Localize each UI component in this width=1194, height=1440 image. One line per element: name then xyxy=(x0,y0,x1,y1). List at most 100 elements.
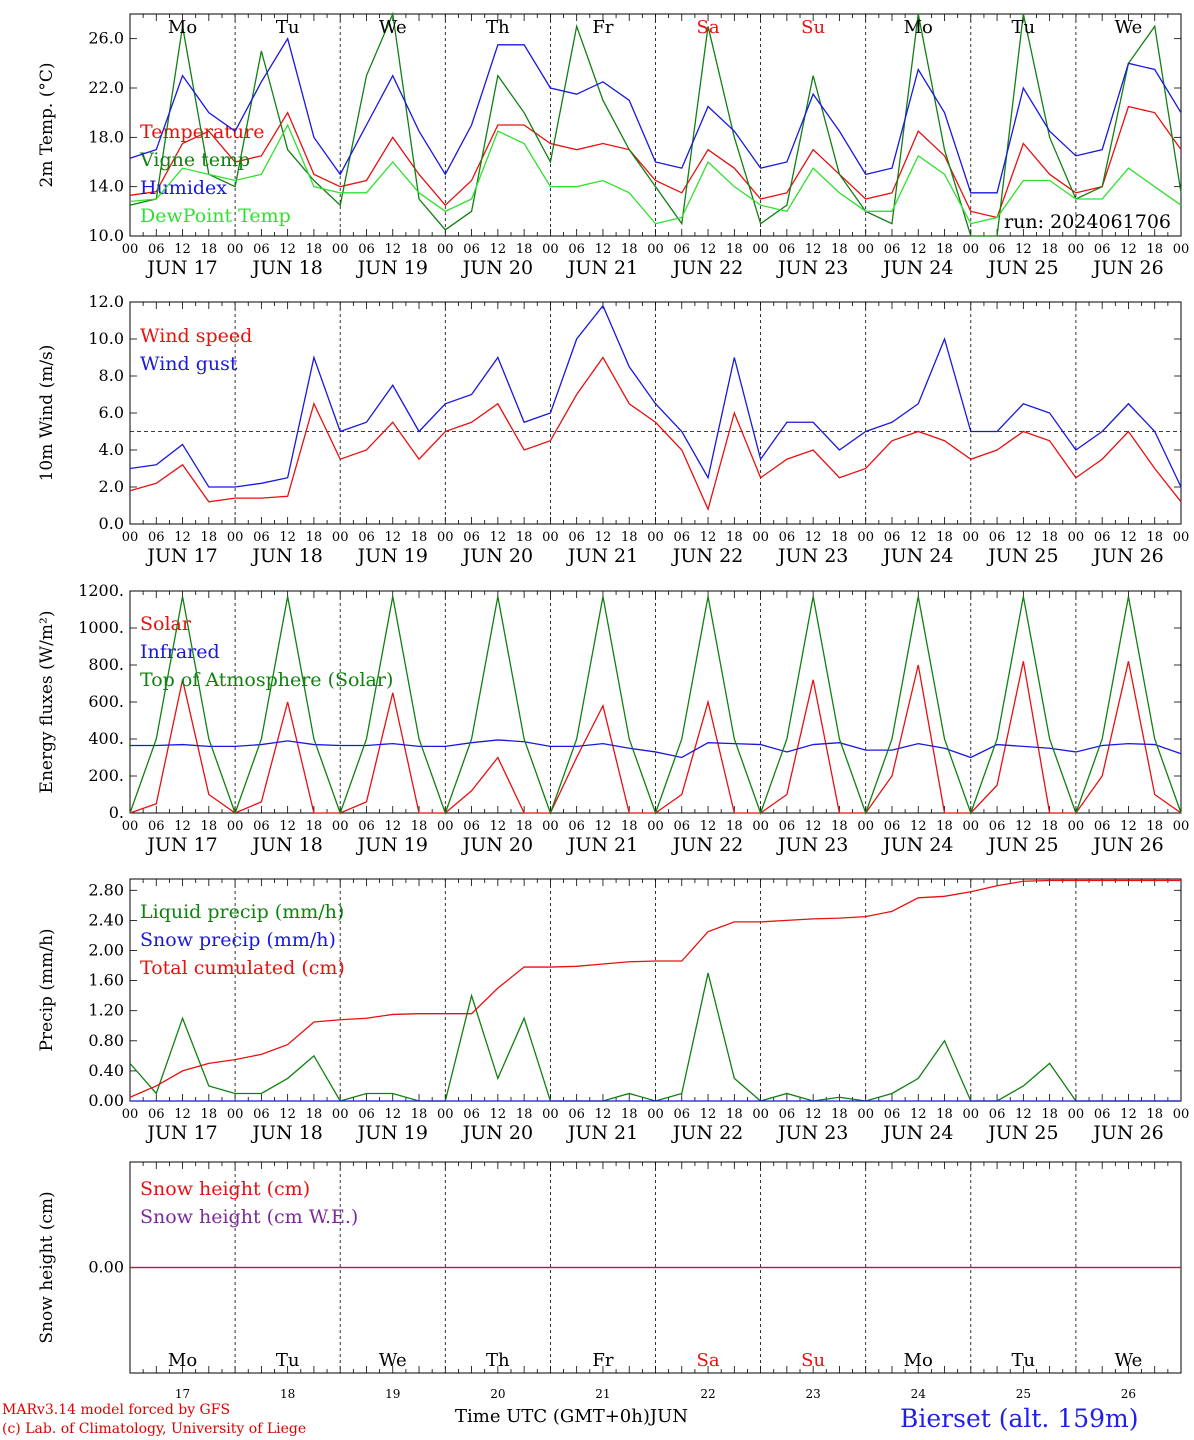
date-label: JUN 18 xyxy=(250,545,322,567)
day-number-label: 18 xyxy=(280,1387,295,1401)
hour-tick-label: 18 xyxy=(936,819,953,834)
hour-tick-label: 06 xyxy=(358,242,375,257)
date-label: JUN 20 xyxy=(461,834,533,856)
x-axis-title: Time UTC (GMT+0h)JUN xyxy=(455,1406,688,1427)
hour-tick-label: 06 xyxy=(358,819,375,834)
hour-tick-label: 18 xyxy=(1146,819,1163,834)
date-label: JUN 25 xyxy=(986,545,1058,567)
date-label: JUN 23 xyxy=(776,1122,848,1144)
y-tick-label: 1200. xyxy=(78,581,124,600)
legend-entry: Vigne temp xyxy=(139,149,250,171)
legend-entry: Infrared xyxy=(140,641,220,663)
hour-tick-label: 18 xyxy=(306,530,323,545)
weekday-label: Th xyxy=(486,1350,510,1371)
hour-tick-label: 06 xyxy=(148,819,165,834)
hour-tick-label: 18 xyxy=(726,242,743,257)
date-label: JUN 17 xyxy=(145,1122,217,1144)
hour-tick-label: 18 xyxy=(516,530,533,545)
weekday-label: We xyxy=(1115,17,1143,38)
y-tick-label: 4.0 xyxy=(99,440,124,459)
hour-tick-label: 12 xyxy=(490,242,507,257)
date-label: JUN 24 xyxy=(881,257,953,279)
hour-tick-label: 12 xyxy=(1120,1107,1137,1122)
series-line-wind-gust xyxy=(129,304,1182,488)
hour-tick-label: 06 xyxy=(568,819,585,834)
hour-tick-label: 12 xyxy=(174,819,191,834)
legend-entry: Snow precip (mm/h) xyxy=(140,929,336,951)
hour-tick-label: 18 xyxy=(936,530,953,545)
day-number-label: 23 xyxy=(806,1387,821,1401)
hour-tick-label: 06 xyxy=(358,1107,375,1122)
y-tick-label: 18.0 xyxy=(88,127,124,146)
panel-3: 0. 200. 400. 600. 800. 1000. 1200. Energy fluxe… xyxy=(37,581,1189,856)
hour-tick-label: 18 xyxy=(621,819,638,834)
hour-tick-label: 12 xyxy=(805,1107,822,1122)
y-tick-label: 12.0 xyxy=(88,292,124,311)
station-name: Bierset (alt. 159m) xyxy=(900,1404,1139,1433)
hour-tick-label: 06 xyxy=(779,242,796,257)
legend-entry: Liquid precip (mm/h) xyxy=(140,901,344,923)
legend-entry: Snow height (cm) xyxy=(140,1178,310,1200)
hour-tick-label: 18 xyxy=(621,242,638,257)
panel-4: 0.00 0.40 0.80 1.20 1.60 2.00 2.40 2.80 Precip (… xyxy=(37,878,1189,1144)
hour-tick-label: 18 xyxy=(1041,819,1058,834)
hour-tick-label: 06 xyxy=(568,1107,585,1122)
hour-tick-label: 18 xyxy=(306,819,323,834)
hour-tick-label: 00 xyxy=(122,1107,139,1122)
y-tick-label: 0.00 xyxy=(88,1091,124,1110)
date-label: JUN 24 xyxy=(881,1122,953,1144)
hour-tick-label: 18 xyxy=(831,1107,848,1122)
hour-tick-label: 00 xyxy=(857,530,874,545)
date-label: JUN 26 xyxy=(1091,834,1163,856)
hour-tick-label: 12 xyxy=(279,530,296,545)
hour-tick-label: 18 xyxy=(1041,530,1058,545)
date-label: JUN 25 xyxy=(986,1122,1058,1144)
y-tick-label: 8.0 xyxy=(99,366,124,385)
hour-tick-label: 00 xyxy=(963,1107,980,1122)
date-label: JUN 20 xyxy=(461,545,533,567)
date-label: JUN 18 xyxy=(250,834,322,856)
hour-tick-label: 06 xyxy=(463,819,480,834)
hour-tick-label: 00 xyxy=(542,1107,559,1122)
y-tick-label: 2.0 xyxy=(99,477,124,496)
hour-tick-label: 12 xyxy=(910,530,927,545)
y-tick-label: 22.0 xyxy=(88,78,124,97)
hour-tick-label: 00 xyxy=(752,819,769,834)
hour-tick-label: 00 xyxy=(437,1107,454,1122)
hour-tick-label: 18 xyxy=(621,530,638,545)
hour-tick-label: 12 xyxy=(805,819,822,834)
weekday-label: Su xyxy=(801,17,825,38)
hour-tick-label: 12 xyxy=(490,530,507,545)
weekday-label: Mo xyxy=(904,1350,933,1371)
weekday-label: Tu xyxy=(1012,1350,1036,1371)
hour-tick-label: 12 xyxy=(700,242,717,257)
hour-tick-label: 06 xyxy=(253,1107,270,1122)
weekday-label: Mo xyxy=(168,17,197,38)
hour-tick-label: 06 xyxy=(989,1107,1006,1122)
y-tick-label: 1.20 xyxy=(88,1001,124,1020)
weekday-label: Fr xyxy=(592,1350,613,1371)
series-line-vigne-temp xyxy=(129,11,1182,237)
weekday-label: Th xyxy=(486,17,510,38)
hour-tick-label: 06 xyxy=(148,1107,165,1122)
hour-tick-label: 00 xyxy=(122,242,139,257)
weekday-label: Tu xyxy=(276,17,300,38)
y-tick-label: 14.0 xyxy=(88,177,124,196)
hour-tick-label: 06 xyxy=(1094,819,1111,834)
hour-tick-label: 12 xyxy=(384,1107,401,1122)
legend-entry: Total cumulated (cm) xyxy=(140,957,345,979)
panel-1: 10.0 14.0 18.0 22.0 26.0 2m Temp. (°C) Tempera… xyxy=(37,11,1189,279)
hour-tick-label: 12 xyxy=(1015,819,1032,834)
y-tick-label: 0.40 xyxy=(88,1061,124,1080)
series-line-top-of-atmosphere-solar- xyxy=(129,596,1182,815)
hour-tick-label: 00 xyxy=(227,819,244,834)
weekday-label: Mo xyxy=(904,17,933,38)
hour-tick-label: 00 xyxy=(1068,530,1085,545)
y-axis-title: 2m Temp. (°C) xyxy=(37,62,57,187)
day-number-label: 26 xyxy=(1121,1387,1136,1401)
hour-tick-label: 18 xyxy=(936,1107,953,1122)
hour-tick-label: 06 xyxy=(884,242,901,257)
hour-tick-label: 06 xyxy=(463,242,480,257)
legend-entry: DewPoint Temp xyxy=(140,205,291,227)
hour-tick-label: 06 xyxy=(463,1107,480,1122)
